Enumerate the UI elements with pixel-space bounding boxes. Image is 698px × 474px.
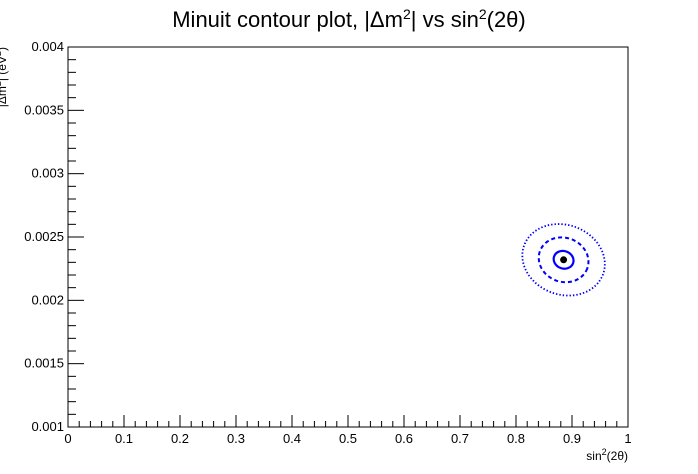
- x-tick-label: 0: [64, 431, 71, 446]
- y-tick-label: 0.0025: [24, 229, 64, 244]
- y-tick-label: 0.004: [31, 39, 64, 54]
- x-tick-label: 0.7: [451, 431, 469, 446]
- plot-frame: [67, 46, 629, 428]
- y-tick-label: 0.0035: [24, 102, 64, 117]
- y-tick-label: 0.001: [31, 419, 64, 434]
- x-axis-label: sin2(2θ): [586, 447, 628, 463]
- y-axis: 0.001 0.0015 0.002 0.0025 0.003 0.0035 0.004: [24, 39, 84, 434]
- contour-dotted: [521, 223, 606, 297]
- chart-title: Minuit contour plot, |Δm2| vs sin2(2θ): [172, 6, 526, 32]
- y-tick-label: 0.0015: [24, 356, 64, 371]
- x-tick-label: 0.1: [115, 431, 133, 446]
- contour-dashed: [537, 236, 590, 284]
- y-tick-label: 0.003: [31, 166, 64, 181]
- x-tick-label: 0.9: [563, 431, 581, 446]
- y-axis-label: |Δm2| (eV2): [0, 47, 9, 107]
- x-tick-label: 0.2: [171, 431, 189, 446]
- x-axis: 0 0.1 0.2 0.3 0.4 0.5 0.6 0.7 0.8 0.9 1: [64, 415, 632, 446]
- contour-marks: [521, 223, 606, 297]
- contour-solid: [552, 249, 575, 270]
- x-tick-label: 0.8: [507, 431, 525, 446]
- x-tick-label: 0.6: [395, 431, 413, 446]
- y-tick-label: 0.002: [31, 292, 64, 307]
- x-tick-label: 0.5: [339, 431, 357, 446]
- x-tick-label: 1: [624, 431, 631, 446]
- best-fit-point: [560, 256, 568, 264]
- x-tick-label: 0.4: [283, 431, 301, 446]
- x-tick-label: 0.3: [227, 431, 245, 446]
